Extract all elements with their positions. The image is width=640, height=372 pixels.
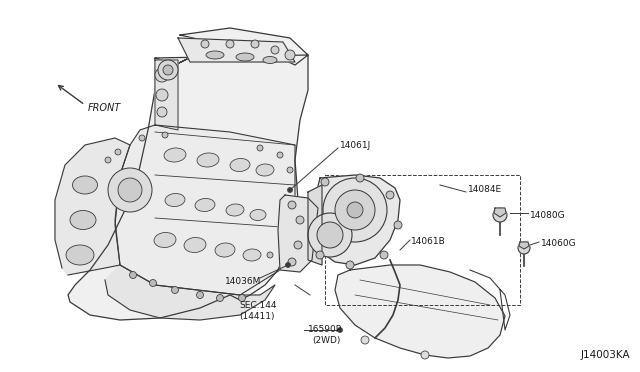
Circle shape (289, 197, 295, 203)
Ellipse shape (154, 232, 176, 247)
Polygon shape (155, 60, 178, 130)
Ellipse shape (250, 209, 266, 221)
Circle shape (172, 286, 179, 294)
Circle shape (346, 261, 354, 269)
Circle shape (156, 89, 168, 101)
Ellipse shape (263, 57, 277, 64)
Ellipse shape (72, 176, 97, 194)
Circle shape (108, 168, 152, 212)
Circle shape (421, 351, 429, 359)
Circle shape (337, 327, 342, 333)
Polygon shape (494, 208, 506, 217)
Polygon shape (115, 125, 295, 295)
Circle shape (296, 216, 304, 224)
Circle shape (216, 295, 223, 301)
Polygon shape (312, 175, 400, 265)
Polygon shape (335, 265, 505, 358)
Circle shape (285, 50, 295, 60)
Circle shape (335, 190, 375, 230)
Circle shape (386, 191, 394, 199)
Circle shape (105, 157, 111, 163)
Circle shape (257, 145, 263, 151)
Circle shape (316, 251, 324, 259)
Circle shape (317, 222, 343, 248)
Text: (14411): (14411) (239, 312, 275, 321)
Circle shape (321, 178, 329, 186)
Polygon shape (105, 265, 275, 320)
Circle shape (356, 174, 364, 182)
Circle shape (201, 40, 209, 48)
Circle shape (323, 178, 387, 242)
Text: 16590P: 16590P (308, 324, 342, 334)
Ellipse shape (243, 249, 261, 261)
Circle shape (115, 149, 121, 155)
Ellipse shape (236, 53, 254, 61)
Circle shape (394, 221, 402, 229)
Ellipse shape (256, 164, 274, 176)
Circle shape (157, 107, 167, 117)
Circle shape (162, 132, 168, 138)
Circle shape (163, 65, 173, 75)
Circle shape (347, 202, 363, 218)
Circle shape (155, 68, 169, 82)
Circle shape (150, 279, 157, 286)
Ellipse shape (230, 158, 250, 171)
Text: 14061B: 14061B (411, 237, 445, 246)
Text: 14080G: 14080G (530, 211, 566, 219)
Circle shape (361, 336, 369, 344)
Text: J14003KA: J14003KA (580, 350, 630, 360)
Ellipse shape (66, 245, 94, 265)
Polygon shape (68, 28, 308, 320)
Polygon shape (308, 185, 322, 265)
Circle shape (139, 135, 145, 141)
Text: 14084E: 14084E (468, 186, 502, 195)
Circle shape (277, 152, 283, 158)
Circle shape (518, 242, 530, 254)
Circle shape (287, 187, 292, 192)
Polygon shape (519, 242, 529, 249)
Circle shape (287, 167, 293, 173)
Circle shape (285, 263, 291, 267)
Text: 14036M: 14036M (225, 278, 261, 286)
Circle shape (129, 272, 136, 279)
Circle shape (288, 258, 296, 266)
Circle shape (380, 251, 388, 259)
Text: 14060G: 14060G (541, 238, 577, 247)
Text: 14061J: 14061J (340, 141, 371, 150)
Polygon shape (55, 138, 130, 275)
Text: SEC.144: SEC.144 (239, 301, 276, 310)
Circle shape (282, 227, 288, 233)
Ellipse shape (215, 243, 235, 257)
Polygon shape (178, 38, 295, 62)
Circle shape (294, 241, 302, 249)
Circle shape (239, 295, 246, 301)
Ellipse shape (165, 193, 185, 206)
Circle shape (158, 60, 178, 80)
Circle shape (271, 46, 279, 54)
Circle shape (288, 201, 296, 209)
Ellipse shape (184, 237, 206, 253)
Polygon shape (278, 195, 318, 272)
Ellipse shape (164, 148, 186, 162)
Ellipse shape (70, 211, 96, 230)
Circle shape (308, 213, 352, 257)
Circle shape (267, 252, 273, 258)
Text: FRONT: FRONT (88, 103, 121, 113)
Circle shape (493, 208, 507, 222)
Circle shape (251, 40, 259, 48)
Ellipse shape (226, 204, 244, 216)
Text: (2WD): (2WD) (312, 337, 340, 346)
Circle shape (226, 40, 234, 48)
Ellipse shape (197, 153, 219, 167)
Circle shape (196, 292, 204, 298)
Circle shape (118, 178, 142, 202)
Ellipse shape (195, 199, 215, 212)
Ellipse shape (206, 51, 224, 59)
